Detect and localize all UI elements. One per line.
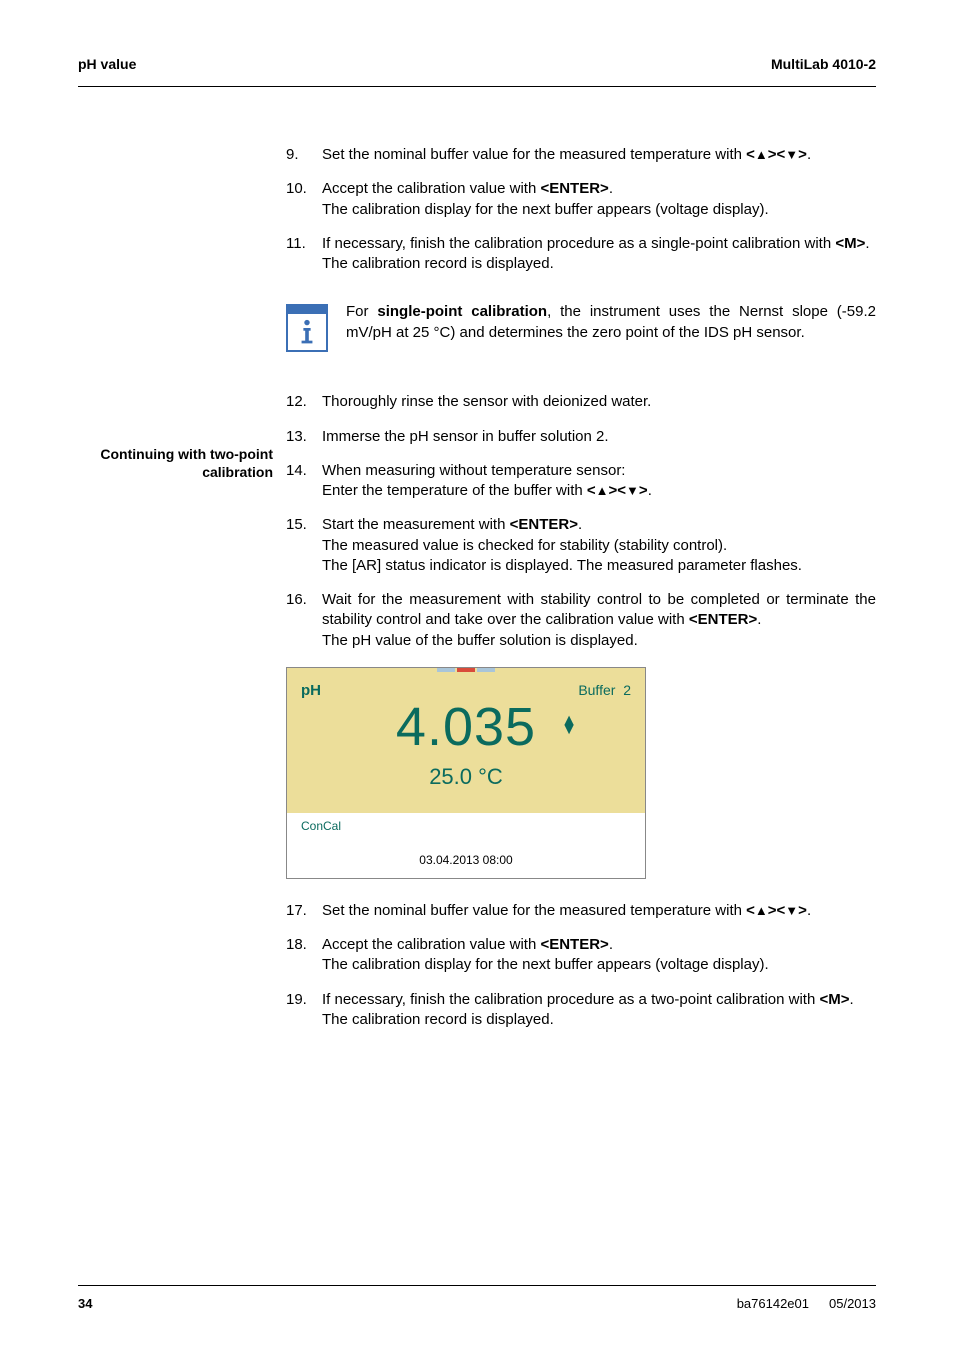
header-left: pH value xyxy=(78,56,136,72)
display-adjust-icon: ▲▼ xyxy=(561,716,577,735)
step-text: Wait for the measurement with stability … xyxy=(322,590,876,651)
display-temperature: 25.0 °C xyxy=(287,764,645,790)
step-item: 14.When measuring without temperature se… xyxy=(286,461,876,502)
display-upper: pH Buffer 2 4.035 ▲▼ 25.0 °C xyxy=(287,668,645,813)
display-reading: 4.035 xyxy=(287,696,645,758)
step-text: When measuring without temperature senso… xyxy=(322,461,876,502)
steps-group-b: 12.Thoroughly rinse the sensor with deio… xyxy=(286,392,876,651)
step-item: 11.If necessary, finish the calibration … xyxy=(286,234,876,275)
step-number: 11. xyxy=(286,234,322,275)
header-right: MultiLab 4010-2 xyxy=(771,56,876,72)
step-number: 10. xyxy=(286,179,322,220)
tab-indicator-box xyxy=(477,667,495,672)
step-number: 17. xyxy=(286,901,322,921)
info-icon xyxy=(286,304,328,352)
page-footer: 34 ba76142e01 05/2013 xyxy=(78,1285,876,1311)
sidebar-heading: Continuing with two-point calibration xyxy=(78,445,273,481)
step-number: 13. xyxy=(286,427,322,447)
footer-date: 05/2013 xyxy=(829,1296,876,1311)
footer-page-number: 34 xyxy=(78,1296,92,1311)
step-item: 16.Wait for the measurement with stabili… xyxy=(286,590,876,651)
step-item: 17.Set the nominal buffer value for the … xyxy=(286,901,876,921)
steps-group-a: 9.Set the nominal buffer value for the m… xyxy=(286,145,876,274)
main-content: 9.Set the nominal buffer value for the m… xyxy=(286,145,876,1030)
steps-group-c: 17.Set the nominal buffer value for the … xyxy=(286,901,876,1030)
step-item: 18.Accept the calibration value with <EN… xyxy=(286,935,876,976)
step-item: 19.If necessary, finish the calibration … xyxy=(286,990,876,1031)
step-text: Set the nominal buffer value for the mea… xyxy=(322,145,876,165)
footer-right: ba76142e01 05/2013 xyxy=(737,1296,876,1311)
step-item: 10.Accept the calibration value with <EN… xyxy=(286,179,876,220)
step-number: 15. xyxy=(286,515,322,576)
tab-indicator-box xyxy=(437,667,455,672)
display-concal-label: ConCal xyxy=(301,819,341,833)
step-number: 12. xyxy=(286,392,322,412)
step-text: Accept the calibration value with <ENTER… xyxy=(322,935,876,976)
display-timestamp: 03.04.2013 08:00 xyxy=(287,853,645,867)
info-text: For single-point calibration, the instru… xyxy=(346,302,876,343)
step-text: Start the measurement with <ENTER>.The m… xyxy=(322,515,876,576)
step-text: Set the nominal buffer value for the mea… xyxy=(322,901,876,921)
tab-indicator xyxy=(437,667,495,672)
step-item: 9.Set the nominal buffer value for the m… xyxy=(286,145,876,165)
info-note: For single-point calibration, the instru… xyxy=(286,302,876,352)
step-number: 14. xyxy=(286,461,322,502)
step-text: If necessary, finish the calibration pro… xyxy=(322,990,876,1031)
step-number: 19. xyxy=(286,990,322,1031)
device-display: pH Buffer 2 4.035 ▲▼ 25.0 °C ConCal 03.0… xyxy=(286,667,646,879)
step-item: 15.Start the measurement with <ENTER>.Th… xyxy=(286,515,876,576)
step-text: If necessary, finish the calibration pro… xyxy=(322,234,876,275)
step-number: 16. xyxy=(286,590,322,651)
footer-doc-id: ba76142e01 xyxy=(737,1296,809,1311)
page-header: pH value MultiLab 4010-2 xyxy=(78,56,876,87)
step-text: Immerse the pH sensor in buffer solution… xyxy=(322,427,876,447)
step-number: 18. xyxy=(286,935,322,976)
step-number: 9. xyxy=(286,145,322,165)
step-text: Accept the calibration value with <ENTER… xyxy=(322,179,876,220)
step-item: 12.Thoroughly rinse the sensor with deio… xyxy=(286,392,876,412)
tab-indicator-box xyxy=(457,667,475,672)
display-lower: ConCal 03.04.2013 08:00 xyxy=(287,813,645,879)
step-text: Thoroughly rinse the sensor with deioniz… xyxy=(322,392,876,412)
step-item: 13.Immerse the pH sensor in buffer solut… xyxy=(286,427,876,447)
